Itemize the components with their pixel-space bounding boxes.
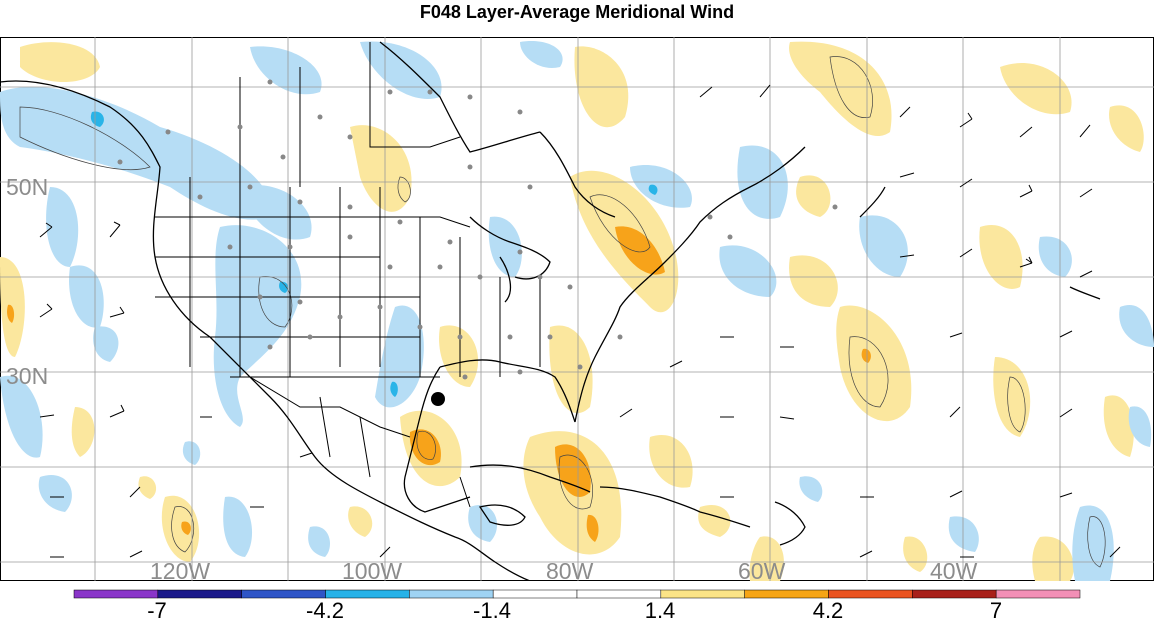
wind-contours — [19, 56, 1106, 568]
negative-wind-shading — [0, 41, 1154, 581]
colorbar-label: 1.4 — [645, 598, 676, 621]
colorbar-swatch — [912, 589, 997, 599]
weather-map: 50N 30N 120W 100W 80W 60W 40W — [0, 37, 1154, 581]
station-dots — [117, 79, 838, 380]
colorbar-swatch — [995, 589, 1081, 599]
coastlines — [0, 41, 1101, 581]
lon-label-100w: 100W — [342, 558, 402, 581]
wind-barbs — [39, 84, 1121, 558]
lat-label-50n: 50N — [6, 174, 48, 200]
colorbar-swatch — [73, 589, 159, 599]
lon-label-40w: 40W — [930, 558, 978, 581]
colorbar-label: -1.4 — [473, 598, 511, 621]
strong-negative-shading — [90, 111, 658, 397]
colorbar-label: 4.2 — [813, 598, 844, 621]
lon-labels: 120W 100W 80W 60W 40W — [150, 558, 978, 581]
colorbar-swatch — [325, 589, 410, 599]
colorbar-label: -4.2 — [306, 598, 344, 621]
map-title: F048 Layer-Average Meridional Wind — [419, 2, 735, 22]
lon-label-80w: 80W — [546, 558, 594, 581]
colorbar-swatch — [492, 589, 578, 599]
lat-lon-grid — [0, 37, 1154, 581]
colorbar-swatch — [409, 589, 494, 599]
colorbar-swatch — [241, 589, 326, 599]
colorbar-swatch — [576, 589, 662, 599]
lon-label-60w: 60W — [738, 558, 786, 581]
colorbar-swatch — [828, 589, 913, 599]
colorbar: -7 -4.2 -1.4 1.4 4.2 7 — [73, 589, 1081, 621]
colorbar-swatch — [660, 589, 745, 599]
lon-label-120w: 120W — [150, 558, 210, 581]
lat-label-30n: 30N — [6, 363, 48, 389]
colorbar-label: -7 — [147, 598, 167, 621]
colorbar-label: 7 — [990, 598, 1002, 621]
colorbar-swatch — [157, 589, 242, 599]
storm-center-marker — [431, 392, 445, 406]
colorbar-swatch — [744, 589, 829, 599]
lat-labels: 50N 30N — [6, 174, 48, 389]
